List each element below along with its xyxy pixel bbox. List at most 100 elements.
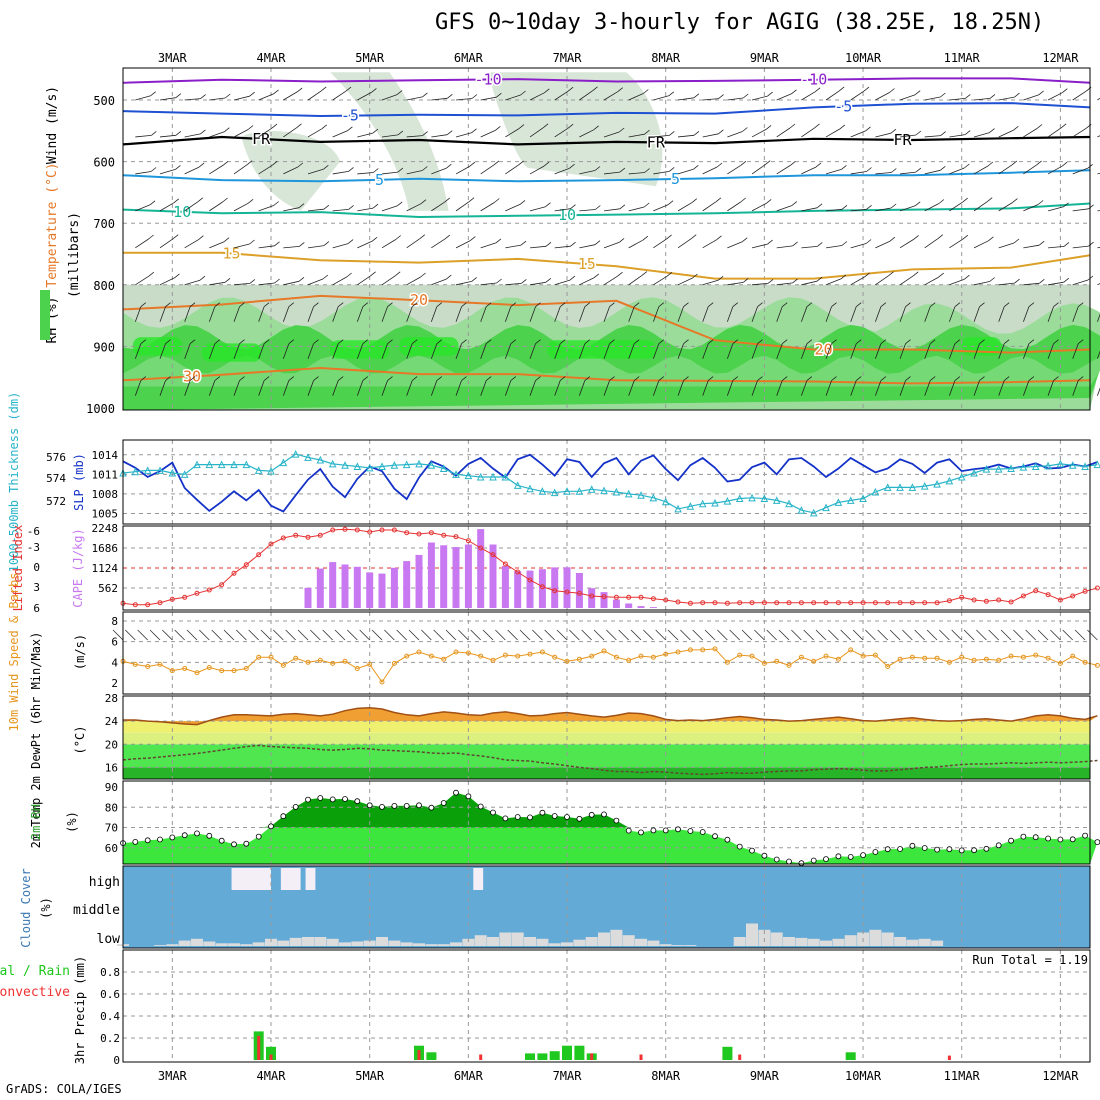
cloud-low-bar <box>425 944 438 946</box>
upper-wind-barb-flag <box>831 302 837 308</box>
rh2m-marker <box>1094 839 1100 845</box>
thickness-marker <box>230 460 238 469</box>
rh2m-marker <box>218 837 225 844</box>
li-marker <box>1033 588 1039 594</box>
thickness-marker <box>279 458 288 467</box>
upper-wind-barb-flag <box>543 161 550 167</box>
rh2m-marker <box>453 789 459 796</box>
rh2m-marker <box>798 860 805 867</box>
upper-wind-barb <box>135 204 151 212</box>
precip-ytick-2: 0.4 <box>100 1010 120 1023</box>
upper-wind-barb <box>1047 165 1063 175</box>
upper-wind-barb-flag <box>1038 240 1045 246</box>
upper-wind-barb-flag <box>299 242 305 247</box>
upper-wind-barb-flag <box>239 376 245 381</box>
upper-wind-barb-flag <box>915 167 922 173</box>
wind10m-barb <box>1000 629 1012 641</box>
upper-wind-barb <box>603 208 620 212</box>
upper-wind-barb-flag <box>618 238 625 243</box>
wind10m-marker <box>675 649 681 655</box>
li-marker <box>182 594 188 600</box>
upper-wind-barb-flag <box>175 165 181 170</box>
upper-wind-barb <box>603 242 620 249</box>
wind10m-marker <box>897 656 903 662</box>
rh2m-marker <box>181 832 188 839</box>
upper-wind-barb <box>480 202 495 212</box>
upper-wind-barb <box>850 276 865 286</box>
rh2m-marker <box>687 828 694 834</box>
upper-wind-barb <box>751 203 767 212</box>
upper-wind-barb-flag <box>617 87 623 93</box>
precip-total-bar <box>266 1046 276 1060</box>
upper-wind-barb-flag <box>781 302 788 308</box>
cape-bar <box>366 572 374 608</box>
li-marker <box>490 552 496 558</box>
wind10m-barb <box>914 629 926 641</box>
cape-bar <box>316 568 324 608</box>
thickness-marker <box>649 493 658 502</box>
upper-wind-barb <box>332 209 349 212</box>
upper-wind-barb-flag <box>914 201 921 207</box>
upper-wind-barb-flag <box>372 203 379 209</box>
upper-wind-barb <box>283 280 300 286</box>
isotherm-5 <box>123 251 1091 280</box>
wind10m-marker <box>663 651 669 657</box>
upper-wind-barb-flag <box>979 339 985 345</box>
thickness-marker <box>267 466 275 475</box>
precip-ytick-1: 0.2 <box>100 1032 120 1045</box>
upper-wind-barb <box>677 202 693 212</box>
upper-wind-barb-flag <box>979 376 985 381</box>
rh2m-marker <box>132 839 139 845</box>
upper-wind-barb <box>973 132 990 138</box>
rh2m-marker <box>712 833 718 840</box>
upper-wind-barb-flag <box>880 376 887 381</box>
upper-wind-barb <box>381 94 398 101</box>
upper-wind-barb <box>628 239 643 249</box>
upper-wind-barb-flag <box>471 277 477 282</box>
upper-wind-barb-flag <box>965 94 971 99</box>
upper-wind-barb <box>899 380 906 396</box>
upper-wind-barb-flag <box>298 276 305 282</box>
upper-wind-barb <box>751 129 767 138</box>
upper-wind-barb <box>529 281 546 286</box>
upper-wind-barb <box>825 128 841 138</box>
upper-wind-barb-flag <box>222 197 228 203</box>
cape-bar <box>551 567 559 608</box>
upper-wind-barb-flag <box>545 277 552 283</box>
thickness-marker <box>205 460 214 469</box>
wind10m-barb <box>297 629 309 641</box>
li-marker <box>256 552 262 558</box>
wind10m-barb <box>482 629 494 641</box>
li-marker <box>675 599 681 605</box>
upper-wind-barb-flag <box>633 376 640 381</box>
upper-wind-barb-flag <box>817 242 823 247</box>
wind10m-marker <box>527 651 533 657</box>
upper-wind-barb <box>209 201 223 212</box>
upper-wind-barb <box>973 201 988 212</box>
top-xtick-5: 8MAR <box>651 51 681 65</box>
upper-wind-barb <box>998 306 1005 322</box>
wind10m-marker <box>1070 653 1076 659</box>
upper-wind-barb-flag <box>1028 339 1035 345</box>
precip-conv-bar <box>257 1035 261 1060</box>
cloud-low-bar <box>598 932 610 946</box>
cloud-low-bar <box>931 940 944 946</box>
cape-bar <box>563 567 571 608</box>
rh2m-marker <box>243 840 250 847</box>
thickness-marker <box>1093 460 1100 469</box>
li-marker <box>823 600 829 606</box>
ylabel-millibars: (millibars) <box>67 212 82 298</box>
upper-wind-barb-flag <box>347 126 353 132</box>
wind10m-marker <box>885 664 891 669</box>
cloud-ytick-2: low <box>97 932 121 947</box>
li-marker <box>946 598 952 604</box>
cloud-low-bar <box>622 935 635 946</box>
upper-wind-barb <box>381 205 398 212</box>
upper-wind-barb <box>825 278 842 286</box>
upper-wind-barb-flag <box>271 123 278 129</box>
upper-wind-barb <box>184 98 201 101</box>
thickness-marker <box>600 486 608 495</box>
upper-wind-barb <box>825 306 832 322</box>
upper-wind-barb-flag <box>594 166 601 171</box>
upper-wind-barb-flag <box>148 234 154 240</box>
